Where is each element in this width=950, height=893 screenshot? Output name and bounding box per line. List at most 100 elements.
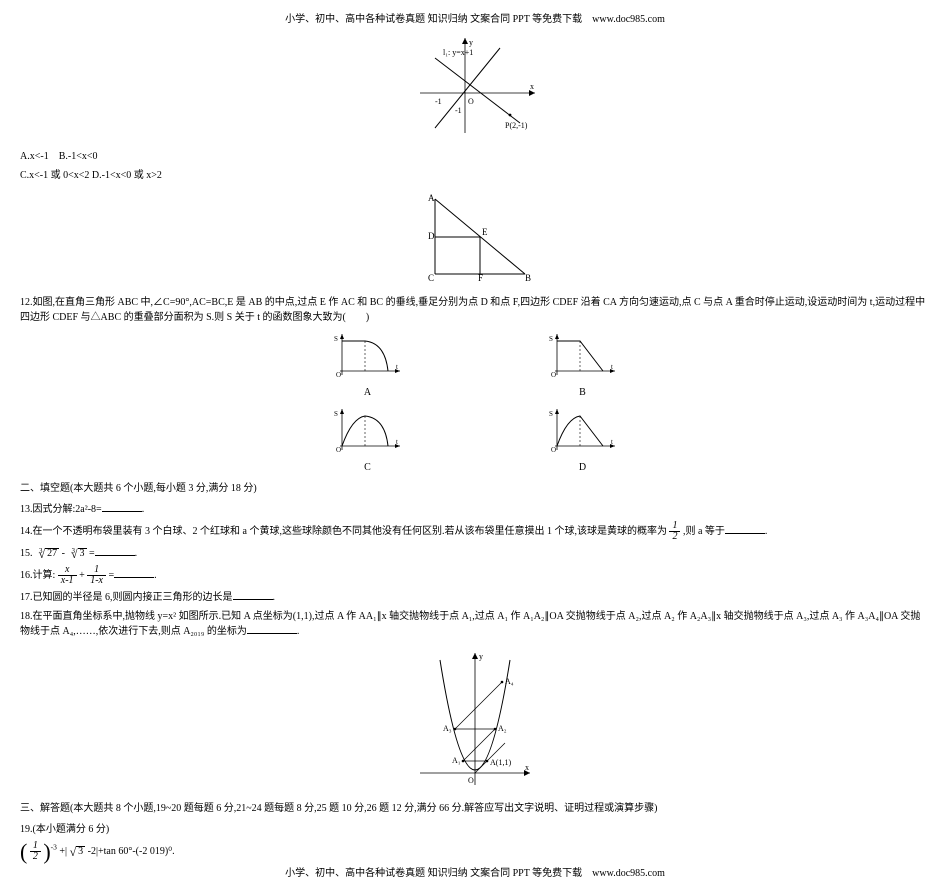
q11-option-c: C.x<-1 或 0<x<2 D.-1<x<0 或 x>2 bbox=[20, 168, 930, 183]
svg-text:A₁: A₁ bbox=[452, 756, 461, 765]
q15-blank bbox=[95, 546, 135, 556]
svg-text:t: t bbox=[396, 438, 398, 446]
q14: 14.在一个不透明布袋里装有 3 个白球、2 个红球和 a 个黄球,这些球除颜色… bbox=[20, 521, 930, 542]
q14-text-b: ,则 a 等于 bbox=[683, 526, 725, 537]
q15-root1: 3 √ 27 bbox=[35, 548, 59, 560]
svg-text:S: S bbox=[334, 335, 338, 343]
q12-label-C: C bbox=[364, 460, 371, 475]
q19-expr: ( 1 2 )-3 +| √ 3 -2|+tan 60°-(-2 019)⁰. bbox=[20, 841, 930, 862]
q16-frac2: 1 1-x bbox=[87, 565, 106, 586]
svg-text:O: O bbox=[551, 446, 556, 454]
q19-root: √ 3 bbox=[70, 846, 86, 858]
svg-text:t: t bbox=[611, 438, 613, 446]
q18-period: . bbox=[297, 626, 300, 637]
q15-text-a: 15. bbox=[20, 548, 33, 559]
q14-frac-den: 2 bbox=[669, 532, 680, 542]
section-2-title: 二、填空题(本大题共 6 个小题,每小题 3 分,满分 18 分) bbox=[20, 481, 930, 496]
q19-fd: 2 bbox=[30, 852, 41, 862]
q12-option-C: O t S C bbox=[330, 404, 405, 475]
svg-text:F: F bbox=[478, 273, 483, 283]
q14-period: . bbox=[765, 526, 768, 537]
svg-text:S: S bbox=[549, 410, 553, 418]
svg-text:O: O bbox=[468, 776, 474, 785]
svg-text:t: t bbox=[396, 363, 398, 371]
q12-label-D: D bbox=[579, 460, 586, 475]
q12-option-A: O t S A bbox=[330, 329, 405, 400]
q16-f2d: 1-x bbox=[87, 576, 106, 586]
q19-frac: 1 2 bbox=[30, 841, 41, 862]
q16-blank bbox=[114, 568, 154, 578]
q12-option-D: O t S D bbox=[545, 404, 620, 475]
svg-text:A(1,1): A(1,1) bbox=[490, 758, 511, 767]
svg-text:A₄: A₄ bbox=[505, 677, 514, 686]
svg-text:t: t bbox=[611, 363, 613, 371]
svg-text:x: x bbox=[530, 82, 534, 91]
svg-text:O: O bbox=[551, 371, 556, 379]
svg-text:D: D bbox=[428, 231, 435, 241]
q13: 13.因式分解:2a²-8=. bbox=[20, 502, 930, 517]
q16-frac1: x x-1 bbox=[58, 565, 77, 586]
svg-text:E: E bbox=[482, 227, 488, 237]
section-3-title: 三、解答题(本大题共 8 个小题,19~20 题每题 6 分,21~24 题每题… bbox=[20, 801, 930, 816]
svg-text:P(2,-1): P(2,-1) bbox=[505, 121, 528, 130]
q18-text: 18.在平面直角坐标系中,抛物线 y=x² 如图所示.已知 A 点坐标为(1,1… bbox=[20, 611, 920, 637]
svg-text:C: C bbox=[428, 273, 434, 283]
q12-option-B: O t S B bbox=[545, 329, 620, 400]
page-footer: 小学、初中、高中各种试卷真题 知识归纳 文案合同 PPT 等免费下载 www.d… bbox=[20, 866, 930, 881]
q19-fn: 1 bbox=[30, 841, 41, 852]
q15-root2: 3 √ 3 bbox=[67, 548, 86, 560]
q17-period: . bbox=[273, 592, 276, 603]
q16-text-a: 16.计算: bbox=[20, 570, 55, 581]
q11-option-a: A.x<-1 B.-1<x<0 bbox=[20, 149, 930, 164]
q19-rad: 3 bbox=[76, 846, 85, 857]
figure-triangle: A D C F B E bbox=[20, 189, 930, 289]
rparen-icon: ) bbox=[43, 843, 50, 861]
q15-minus: - bbox=[62, 548, 65, 559]
svg-text:A: A bbox=[428, 193, 435, 203]
svg-text:S: S bbox=[334, 410, 338, 418]
page-header: 小学、初中、高中各种试卷真题 知识归纳 文案合同 PPT 等免费下载 www.d… bbox=[20, 12, 930, 27]
q19-exp: -3 bbox=[51, 842, 57, 851]
q19-line1: 19.(本小题满分 6 分) bbox=[20, 822, 930, 837]
q12-label-B: B bbox=[579, 385, 586, 400]
surd-icon: √ bbox=[70, 846, 77, 858]
svg-text:A₃: A₃ bbox=[443, 724, 452, 733]
q17: 17.已知圆的半径是 6,则圆内接正三角形的边长是. bbox=[20, 590, 930, 605]
q14-frac: 1 2 bbox=[669, 521, 680, 542]
svg-text:O: O bbox=[336, 371, 341, 379]
q16-f1d: x-1 bbox=[58, 576, 77, 586]
q12-stem: 12.如图,在直角三角形 ABC 中,∠C=90°,AC=BC,E 是 AB 的… bbox=[20, 295, 930, 325]
figure-lines-graph: l₁: y=x+1 P(2,-1) -1 O -1 x y bbox=[20, 33, 930, 143]
q15-rad1: 27 bbox=[45, 548, 59, 559]
q17-blank bbox=[233, 590, 273, 600]
q15-period: . bbox=[135, 548, 138, 559]
svg-text:-1: -1 bbox=[435, 97, 442, 106]
q19-text-b: +| bbox=[59, 846, 67, 857]
svg-text:y: y bbox=[479, 652, 483, 661]
q12-options-row-2: O t S C O t S D bbox=[20, 404, 930, 475]
q12-options-row: O t S A O t S B bbox=[20, 329, 930, 400]
q15-root-idx2: 3 bbox=[71, 546, 75, 557]
svg-text:O: O bbox=[468, 97, 474, 106]
svg-text:B: B bbox=[525, 273, 531, 283]
q13-period: . bbox=[142, 504, 145, 515]
q13-blank bbox=[102, 502, 142, 512]
svg-text:x: x bbox=[525, 763, 529, 772]
svg-text:S: S bbox=[549, 335, 553, 343]
svg-text:O: O bbox=[336, 446, 341, 454]
q19-text-c: -2|+tan 60°-(-2 019)⁰. bbox=[88, 846, 175, 857]
svg-text:l₁: y=x+1: l₁: y=x+1 bbox=[443, 48, 473, 57]
svg-text:A₂: A₂ bbox=[498, 724, 507, 733]
q15-rad2: 3 bbox=[78, 548, 87, 559]
q14-blank bbox=[725, 524, 765, 534]
q18-blank bbox=[247, 624, 297, 634]
svg-text:y: y bbox=[469, 38, 473, 47]
q15-root-idx: 3 bbox=[39, 546, 43, 557]
q18: 18.在平面直角坐标系中,抛物线 y=x² 如图所示.已知 A 点坐标为(1,1… bbox=[20, 609, 930, 639]
svg-text:-1: -1 bbox=[455, 106, 462, 115]
q16-period: . bbox=[154, 570, 157, 581]
q17-text: 17.已知圆的半径是 6,则圆内接正三角形的边长是 bbox=[20, 592, 233, 603]
figure-parabola: A(1,1) A₁ A₂ A₃ A₄ O x y bbox=[20, 645, 930, 795]
q14-text-a: 14.在一个不透明布袋里装有 3 个白球、2 个红球和 a 个黄球,这些球除颜色… bbox=[20, 526, 667, 537]
q12-label-A: A bbox=[364, 385, 371, 400]
